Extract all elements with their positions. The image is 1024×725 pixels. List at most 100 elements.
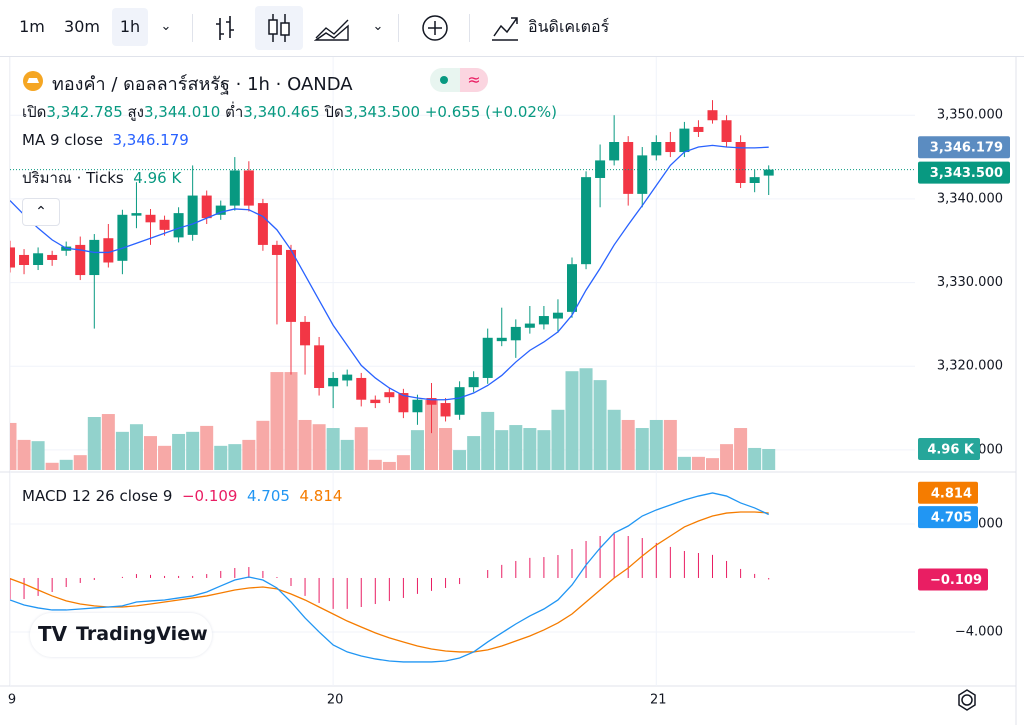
volume-bar: [720, 444, 734, 470]
x-tick-label: 9: [8, 693, 16, 708]
x-tick-label: 21: [650, 693, 667, 708]
x-tick-label: 20: [327, 693, 344, 708]
candle-body: [412, 399, 423, 413]
ma-badge-text: 3,346.179: [930, 141, 1003, 156]
hist-badge: [918, 568, 988, 591]
volume-bar: [298, 419, 312, 470]
ohlc-legend: เปิด3,342.785 สูง3,344.010 ต่ำ3,340.465 …: [22, 100, 557, 124]
candle-body: [567, 264, 577, 312]
candle-body: [384, 392, 395, 398]
volume-bar: [565, 371, 579, 470]
area-chart-icon[interactable]: [314, 14, 352, 42]
candle-body: [693, 126, 704, 132]
ma-legend: MA 9 close 3,346.179: [22, 131, 189, 149]
volume-bar: [523, 428, 537, 470]
divider: [398, 14, 399, 42]
volume-bar: [579, 368, 593, 470]
volume-bar: [509, 425, 523, 470]
interval-button[interactable]: 1h: [112, 8, 148, 46]
candle-body: [707, 110, 718, 121]
add-icon[interactable]: [420, 13, 450, 43]
candle-body: [538, 316, 549, 325]
volume-bar: [621, 419, 635, 470]
value: 3,340.465: [243, 103, 320, 121]
volume-bar: [326, 428, 340, 470]
macd-badge-text: 4.705: [931, 511, 972, 526]
candle-body: [440, 403, 451, 417]
change: +0.655 (+0.02%): [424, 103, 558, 121]
macd-legend: MACD 12 26 close 9 −0.109 4.705 4.814: [22, 487, 342, 505]
candle-body: [103, 238, 114, 263]
hist-badge-text: −0.109: [930, 573, 982, 588]
ma-badge: [918, 136, 1010, 159]
candle-body: [89, 239, 100, 276]
candle-body: [637, 155, 648, 194]
price-badge-text: 3,343.500: [930, 166, 1003, 181]
candle-body: [300, 321, 311, 346]
volume-bar: [677, 456, 691, 470]
candle-body: [595, 160, 606, 178]
volume-bar: [101, 414, 115, 470]
candle-body: [229, 170, 240, 206]
volume-bar: [706, 458, 719, 470]
volume-bar: [87, 417, 101, 470]
divider: [192, 14, 193, 42]
volume-legend: ปริมาณ · Ticks 4.96 K: [22, 166, 181, 190]
candle-body: [721, 120, 732, 142]
chart-type-dropdown[interactable]: ⌄: [372, 19, 384, 34]
macd-badge: [918, 506, 978, 529]
watermark-text: TradingView: [76, 623, 208, 645]
volume-bar: [31, 441, 45, 470]
volume-bar: [551, 409, 565, 470]
volume-bar: [59, 459, 73, 470]
y-tick-label: 3,320.000: [937, 359, 1003, 374]
volume-bar: [10, 422, 17, 470]
bar-chart-icon[interactable]: [212, 14, 240, 42]
volume-bar: [748, 447, 762, 470]
candle-body: [131, 213, 142, 216]
candle-body: [257, 203, 268, 245]
value: 3,344.010: [144, 103, 221, 121]
candle-body: [243, 170, 254, 206]
candle-body: [314, 345, 325, 388]
volume-bar: [172, 433, 186, 470]
indicators-button[interactable]: อินดิเคเตอร์: [528, 17, 610, 36]
volume-bar: [691, 456, 705, 470]
symbol-icon: [23, 71, 43, 91]
volume-bar: [382, 461, 396, 470]
volume-bar: [144, 436, 157, 470]
signal-line: [10, 511, 769, 653]
label: ปิด: [324, 103, 344, 121]
volume-bar: [256, 420, 270, 470]
candle-body: [201, 195, 212, 219]
signal-badge: [918, 481, 978, 504]
candle-body: [749, 177, 760, 183]
y-tick-label: 3,340.000: [937, 191, 1003, 206]
candle-body: [623, 142, 634, 194]
volume-bar: [663, 419, 677, 470]
candle-body: [173, 213, 184, 238]
volume-bar: [45, 462, 59, 470]
candle-body: [342, 374, 353, 381]
candles-button[interactable]: [255, 6, 303, 50]
candle-body: [286, 249, 296, 322]
volume-bar: [312, 424, 326, 470]
interval-dropdown[interactable]: ⌄: [160, 19, 172, 34]
volume-bar: [649, 419, 663, 470]
watermark[interactable]: ⁠𝗧𝗩 TradingView: [30, 613, 212, 657]
settings-icon[interactable]: [958, 689, 976, 711]
volume-bar: [425, 400, 438, 470]
volume-bar: [762, 448, 776, 470]
label: สูง: [127, 103, 144, 121]
y-tick-label: −4.000: [955, 624, 1003, 639]
interval-button[interactable]: 30m: [64, 17, 100, 36]
collapse-button[interactable]: ⌃: [22, 198, 60, 226]
interval-button[interactable]: 1m: [19, 17, 45, 36]
value: 4.705: [247, 487, 290, 505]
volume-bar: [495, 430, 509, 470]
indicators-icon[interactable]: [490, 14, 520, 42]
value: −0.109: [181, 487, 238, 505]
volume-bar: [537, 430, 551, 470]
status-badge: ≈: [430, 68, 488, 92]
volume-bar: [73, 455, 87, 470]
